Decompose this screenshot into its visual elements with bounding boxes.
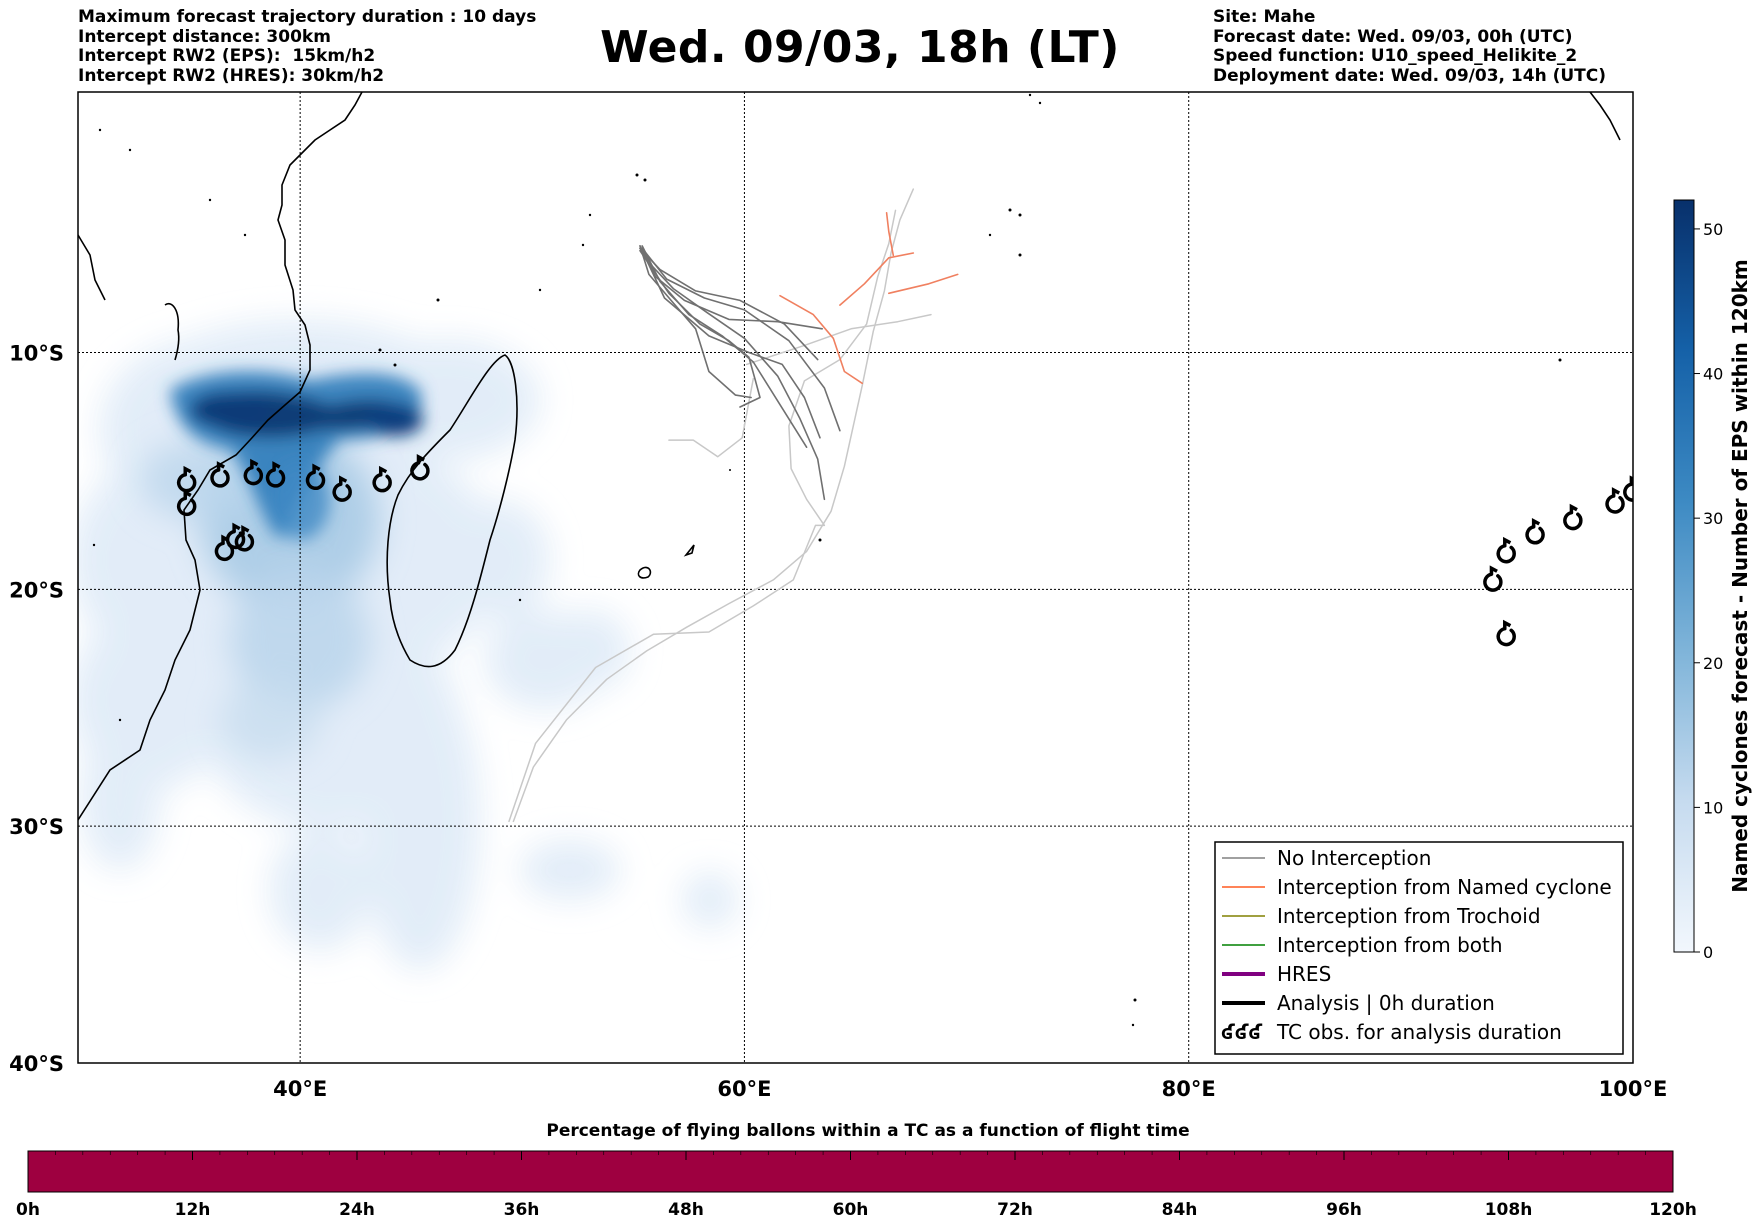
flight-time-tick-label: 36h — [504, 1200, 540, 1220]
longitude-tick-label: 40°E — [273, 1077, 327, 1101]
flight-time-title: Percentage of flying ballons within a TC… — [546, 1121, 1189, 1141]
site-parameters: Site: Mahe Forecast date: Wed. 09/03, 00… — [1213, 7, 1607, 86]
parameter-line: Deployment date: Wed. 09/03, 14h (UTC) — [1213, 65, 1607, 86]
latitude-labels: 10°S 20°S 30°S 40°S — [9, 342, 64, 1076]
colorbar: 0 10 20 30 40 50 Named cyclones forecast - Nu… — [1673, 199, 1752, 962]
trajectory-parameters: Maximum forecast trajectory duration : 1… — [78, 7, 537, 86]
legend-label: HRES — [1277, 962, 1331, 986]
longitude-tick-label: 80°E — [1162, 1077, 1216, 1101]
flight-time-tick-label: 120h — [1649, 1200, 1697, 1220]
legend-box — [1214, 841, 1624, 1055]
flight-time-tick-label: 84h — [1162, 1200, 1198, 1220]
flight-time-tick-label: 60h — [833, 1200, 869, 1220]
flight-time-tick-label: 48h — [668, 1200, 704, 1220]
tc-obs-marker-icon — [372, 465, 392, 493]
tc-obs-marker-icon — [234, 525, 255, 552]
mauritius-coast — [683, 544, 695, 557]
no-interception-track — [641, 249, 821, 439]
colorbar-ramp — [1673, 199, 1695, 953]
tc-obs-marker-icon — [1483, 565, 1503, 592]
tc-obs-marker-icon — [243, 458, 264, 486]
gridlines — [78, 92, 1633, 1063]
longitude-tick-label: 60°E — [717, 1077, 771, 1101]
colorbar-tick-label: 40 — [1703, 365, 1723, 384]
flight-time-tick-label: 108h — [1485, 1200, 1533, 1220]
australia-coast — [1589, 92, 1621, 141]
no-interception-track — [639, 247, 819, 361]
map-border — [77, 91, 1634, 1064]
tc-obs-marker-icon — [410, 454, 430, 481]
latitude-tick-label: 10°S — [9, 342, 64, 366]
flight-time-tick-label: 24h — [339, 1200, 375, 1220]
tc-observations — [176, 454, 1633, 647]
tc-obs-marker-icon — [332, 475, 352, 502]
tc-obs-marker-icon — [265, 461, 286, 488]
named-cyclone-track — [839, 252, 915, 306]
flight-time-tick-label: 12h — [175, 1200, 211, 1220]
tc-obs-marker-icon — [1525, 517, 1545, 545]
colorbar-tick-label: 30 — [1703, 509, 1723, 528]
arabian-coast — [78, 234, 106, 301]
parameter-line: Intercept RW2 (EPS): 15km/h2 — [78, 46, 376, 66]
named-cyclone-track — [888, 273, 959, 295]
no-interception-track — [639, 245, 826, 501]
latitude-tick-label: 20°S — [9, 578, 64, 602]
flight-time-tick-label: 96h — [1326, 1200, 1362, 1220]
legend-label: Interception from both — [1277, 933, 1503, 957]
tc-obs-marker-icon — [1496, 536, 1516, 564]
small-islands — [92, 93, 1562, 1027]
parameter-line: Site: Mahe — [1213, 7, 1316, 27]
colorbar-tick-label: 0 — [1703, 943, 1713, 962]
tc-obs-marker-icon — [1496, 619, 1516, 647]
colorbar-tick-label: 50 — [1703, 220, 1723, 239]
map-area[interactable] — [70, 92, 1641, 1063]
flight-time-tick-label: 0h — [16, 1200, 40, 1220]
named-cyclone-track — [779, 294, 863, 385]
legend: No Interception Interception from Named c… — [1214, 841, 1624, 1055]
longitude-labels: 40°E 60°E 80°E 100°E — [273, 1077, 1667, 1101]
tc-obs-marker-icon — [176, 489, 197, 517]
longitude-tick-label: 100°E — [1599, 1077, 1668, 1101]
parameter-line: Forecast date: Wed. 09/03, 00h (UTC) — [1213, 26, 1573, 47]
legend-label: No Interception — [1277, 846, 1431, 870]
no-interception-track — [745, 313, 932, 366]
flight-time-bar: Percentage of flying ballons within a TC… — [16, 1121, 1697, 1220]
parameter-line: Speed function: U10_speed_Helikite_2 — [1213, 46, 1578, 66]
map-title: Wed. 09/03, 18h (LT) — [600, 22, 1120, 73]
no-interception-track — [641, 247, 841, 432]
parameter-line: Maximum forecast trajectory duration : 1… — [78, 7, 537, 27]
tc-obs-legend-icon: ʛʛʛ — [1221, 1020, 1262, 1044]
no-interception-track — [668, 377, 755, 458]
latitude-tick-label: 30°S — [9, 815, 64, 839]
no-interception-track — [639, 245, 752, 399]
flight-time-tick-label: 72h — [997, 1200, 1033, 1220]
named-cyclone-track — [885, 212, 895, 257]
madagascar-coast — [386, 354, 518, 668]
tc-obs-marker-icon — [1563, 503, 1583, 531]
reunion-coast — [637, 566, 652, 579]
legend-label: Interception from Trochoid — [1277, 904, 1541, 928]
tc-obs-marker-icon — [1605, 487, 1625, 514]
tc-obs-marker-icon — [305, 463, 326, 490]
legend-label: TC obs. for analysis duration — [1276, 1020, 1562, 1044]
tc-obs-marker-icon — [1623, 475, 1633, 502]
colorbar-tick-label: 10 — [1703, 798, 1723, 817]
parameter-line: Intercept RW2 (HRES): 30km/h2 — [78, 65, 385, 86]
tc-obs-marker-icon — [225, 522, 246, 550]
legend-label: Interception from Named cyclone — [1277, 875, 1612, 899]
latitude-tick-label: 40°S — [9, 1052, 64, 1076]
colorbar-tick-label: 20 — [1703, 654, 1723, 673]
eps-trajectories — [508, 188, 959, 823]
parameter-line: Intercept distance: 300km — [78, 26, 331, 47]
colorbar-label: Named cyclones forecast - Number of EPS … — [1728, 259, 1752, 893]
no-interception-track — [508, 209, 897, 823]
density-core — [170, 371, 423, 540]
lake-nyasa — [164, 303, 180, 361]
legend-label: Analysis | 0h duration — [1277, 991, 1495, 1015]
tc-obs-marker-icon — [210, 461, 230, 488]
no-interception-track — [512, 188, 915, 823]
